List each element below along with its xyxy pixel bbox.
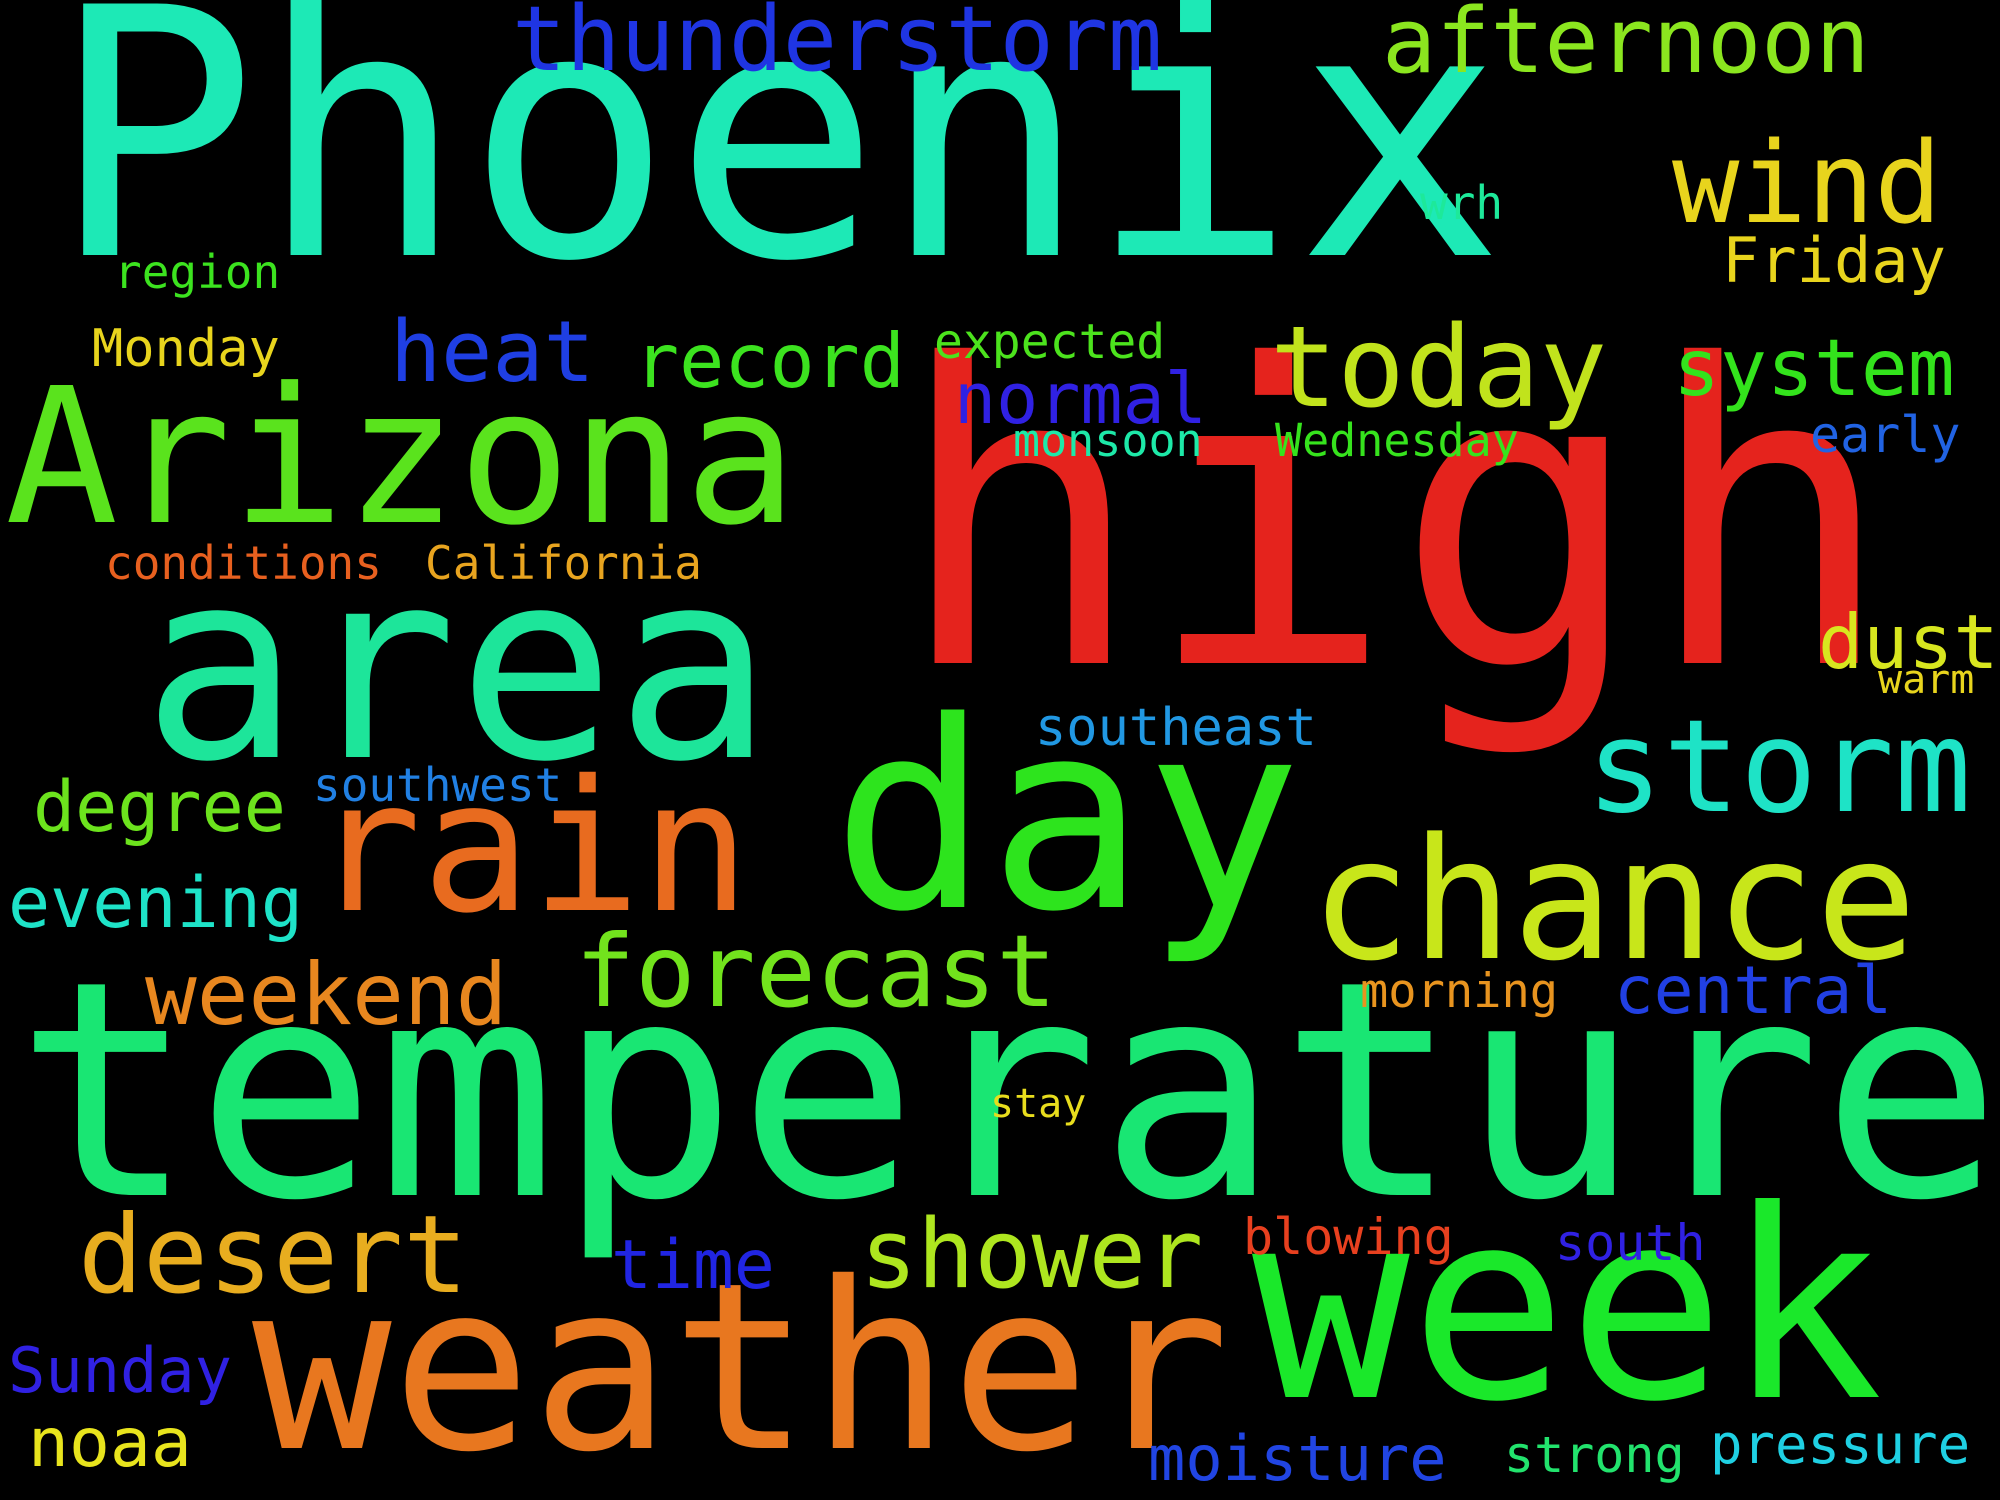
- word-thunderstorm: thunderstorm: [512, 0, 1163, 92]
- word-phoenix: Phoenix: [50, 0, 1504, 337]
- word-south: south: [1555, 1214, 1706, 1272]
- word-storm: storm: [1586, 693, 1972, 842]
- word-noaa: noaa: [28, 1404, 192, 1483]
- word-area: area: [142, 514, 773, 819]
- word-chance: chance: [1310, 802, 1917, 998]
- word-normal: normal: [954, 358, 1207, 440]
- word-day: day: [832, 667, 1302, 969]
- word-conditions: conditions: [105, 536, 382, 590]
- word-weather: weather: [252, 1233, 1230, 1500]
- word-dust: dust: [1818, 598, 1999, 686]
- word-morning: morning: [1360, 964, 1559, 1019]
- word-monsoon: monsoon: [1013, 414, 1203, 467]
- word-early: early: [1810, 406, 1961, 464]
- word-stay: stay: [990, 1081, 1087, 1127]
- word-arizona: Arizona: [5, 348, 798, 567]
- word-degree: degree: [33, 766, 286, 848]
- word-today: today: [1270, 303, 1608, 433]
- word-blowing: blowing: [1243, 1208, 1454, 1266]
- word-wrh: wrh: [1420, 176, 1504, 230]
- word-expected: expected: [934, 314, 1166, 370]
- word-southwest: southwest: [313, 758, 563, 812]
- word-rain: rain: [312, 741, 751, 953]
- word-friday: Friday: [1722, 224, 1946, 297]
- word-strong: strong: [1504, 1426, 1685, 1484]
- word-moisture: moisture: [1148, 1422, 1447, 1495]
- word-system: system: [1673, 324, 1955, 414]
- word-afternoon: afternoon: [1382, 0, 1870, 94]
- word-desert: desert: [78, 1193, 469, 1318]
- word-warm: warm: [1878, 657, 1975, 703]
- word-heat: heat: [390, 303, 595, 402]
- word-high: high: [895, 278, 1895, 761]
- word-forecast: forecast: [575, 913, 1057, 1030]
- word-region: region: [114, 245, 281, 299]
- word-monday: Monday: [92, 319, 280, 379]
- word-shower: shower: [860, 1200, 1204, 1310]
- word-pressure: pressure: [1710, 1413, 1971, 1476]
- word-california: California: [425, 536, 702, 590]
- word-time: time: [611, 1226, 775, 1305]
- word-wind: wind: [1672, 119, 1942, 249]
- word-weekend: weekend: [145, 945, 508, 1045]
- word-sunday: Sunday: [8, 1334, 232, 1407]
- word-southeast: southeast: [1035, 698, 1317, 758]
- word-week: week: [1252, 1154, 1883, 1459]
- word-evening: evening: [8, 862, 304, 944]
- word-central: central: [1614, 952, 1893, 1029]
- word-record: record: [634, 317, 905, 405]
- word-temperature: temperature: [15, 917, 2000, 1266]
- word-wednesday: Wednesday: [1275, 414, 1519, 467]
